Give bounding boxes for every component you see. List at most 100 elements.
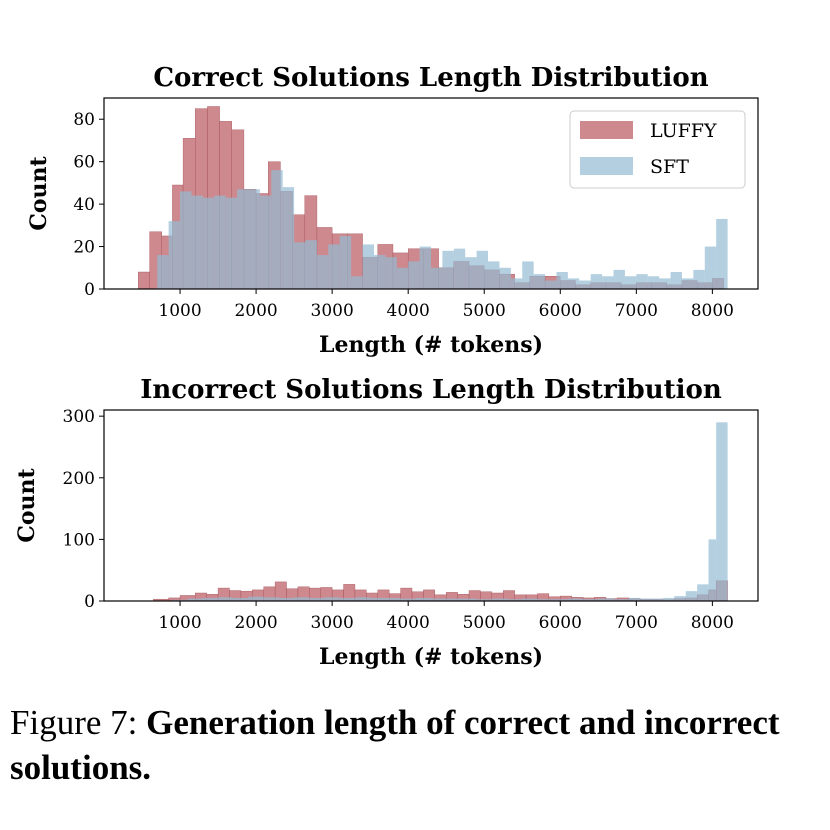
histogram-bar <box>191 195 203 289</box>
histogram-bar <box>282 187 295 289</box>
y-tick-label: 200 <box>63 469 95 489</box>
histogram-bar <box>670 272 682 289</box>
histogram-bar <box>522 598 538 601</box>
histogram-bar <box>259 195 272 289</box>
histogram-bar <box>533 274 546 289</box>
y-axis-label: Count <box>14 467 40 542</box>
figure-caption: Figure 7: Generation length of correct a… <box>10 700 810 790</box>
histogram-bar <box>385 597 401 601</box>
histogram-bar <box>294 242 306 289</box>
y-tick-label: 0 <box>84 592 95 612</box>
histogram-bar <box>488 261 500 289</box>
histogram-bar <box>305 240 317 289</box>
y-tick-label: 0 <box>84 280 95 300</box>
x-tick-label: 7000 <box>615 613 658 633</box>
incorrect-length-histogram: Incorrect Solutions Length Distribution 1… <box>14 375 759 670</box>
histogram-bar <box>294 597 310 601</box>
y-tick-label: 100 <box>63 530 95 550</box>
histogram-bar <box>278 597 295 601</box>
histogram-bar <box>716 422 728 601</box>
x-tick-label: 2000 <box>234 301 277 321</box>
histogram-bar <box>507 599 523 601</box>
histogram-bar <box>233 597 249 601</box>
histogram-bar <box>681 278 694 289</box>
x-tick-label: 6000 <box>539 301 582 321</box>
histogram-bar <box>522 261 534 289</box>
histogram-bar <box>271 170 283 289</box>
histogram-bar <box>157 255 169 289</box>
histogram-bar <box>453 248 466 289</box>
histogram-bar <box>499 267 511 289</box>
legend: LUFFY SFT <box>569 110 746 189</box>
histogram-bar <box>545 280 557 289</box>
legend-swatch <box>580 121 633 139</box>
histogram-bar <box>556 272 568 289</box>
figure: Correct Solutions Length Distribution 100… <box>14 63 759 670</box>
histogram-bar <box>567 278 580 289</box>
histogram-bar <box>628 597 641 601</box>
histogram-bar <box>537 599 553 601</box>
y-tick-label: 40 <box>73 195 95 215</box>
histogram-bar <box>431 267 443 289</box>
histogram-bar <box>324 597 340 601</box>
histogram-bar <box>328 244 340 289</box>
histogram-bar <box>693 269 705 289</box>
x-tick-label: 4000 <box>387 613 430 633</box>
x-tick-label: 7000 <box>615 301 658 321</box>
histogram-bar <box>373 255 386 289</box>
histogram-bar <box>613 599 629 601</box>
histogram-bar <box>396 267 409 289</box>
histogram-bar <box>624 276 637 289</box>
histogram-bar <box>309 597 325 601</box>
x-tick-label: 5000 <box>463 613 506 633</box>
y-tick-label: 300 <box>63 407 95 427</box>
histogram-bar <box>590 274 603 289</box>
histogram-bar <box>647 276 660 289</box>
caption-text: Generation length of correct and incorre… <box>10 703 780 787</box>
histogram-bar <box>214 195 226 289</box>
histogram-bar <box>419 246 431 289</box>
histogram-bar <box>248 189 260 289</box>
histogram-bar <box>172 599 188 601</box>
y-tick-label: 20 <box>73 238 95 258</box>
histogram-bar <box>400 598 416 601</box>
histogram-bar <box>408 261 420 289</box>
histogram-bar <box>415 597 431 601</box>
histogram-bar <box>708 539 717 601</box>
legend-swatch <box>580 157 633 175</box>
x-tick-label: 6000 <box>539 613 582 633</box>
histogram-bar <box>461 598 477 601</box>
histogram-bar <box>263 597 279 601</box>
histogram-bar <box>362 244 374 289</box>
series-sft <box>157 170 728 289</box>
histogram-bar <box>640 598 652 601</box>
x-tick-label: 1000 <box>158 613 201 633</box>
histogram-bar <box>491 598 508 601</box>
chart-title: Incorrect Solutions Length Distribution <box>140 375 722 405</box>
series-sft <box>172 422 728 601</box>
y-tick-label: 60 <box>73 153 95 173</box>
histogram-bar <box>476 599 492 601</box>
histogram-bar <box>685 591 698 601</box>
histogram-bar <box>598 598 614 601</box>
histogram-bar <box>442 250 454 289</box>
x-tick-label: 4000 <box>387 301 430 321</box>
histogram-bar <box>351 276 363 289</box>
histogram-bar <box>431 598 447 601</box>
plot-frame <box>103 97 759 290</box>
x-tick-label: 8000 <box>691 613 734 633</box>
histogram-bar <box>716 218 728 289</box>
histogram-bar <box>674 596 686 601</box>
legend-label: SFT <box>650 156 689 178</box>
y-tick-label: 80 <box>73 110 95 130</box>
x-tick-label: 1000 <box>158 301 201 321</box>
histogram-bar <box>567 598 584 601</box>
correct-length-histogram: Correct Solutions Length Distribution 100… <box>26 63 759 358</box>
histogram-bar <box>237 189 249 289</box>
histogram-bar <box>370 597 386 601</box>
legend-label: LUFFY <box>650 120 717 142</box>
y-axis-label: Count <box>26 155 52 230</box>
histogram-bar <box>225 197 238 289</box>
histogram-bar <box>636 274 648 289</box>
histogram-bar <box>385 257 397 289</box>
